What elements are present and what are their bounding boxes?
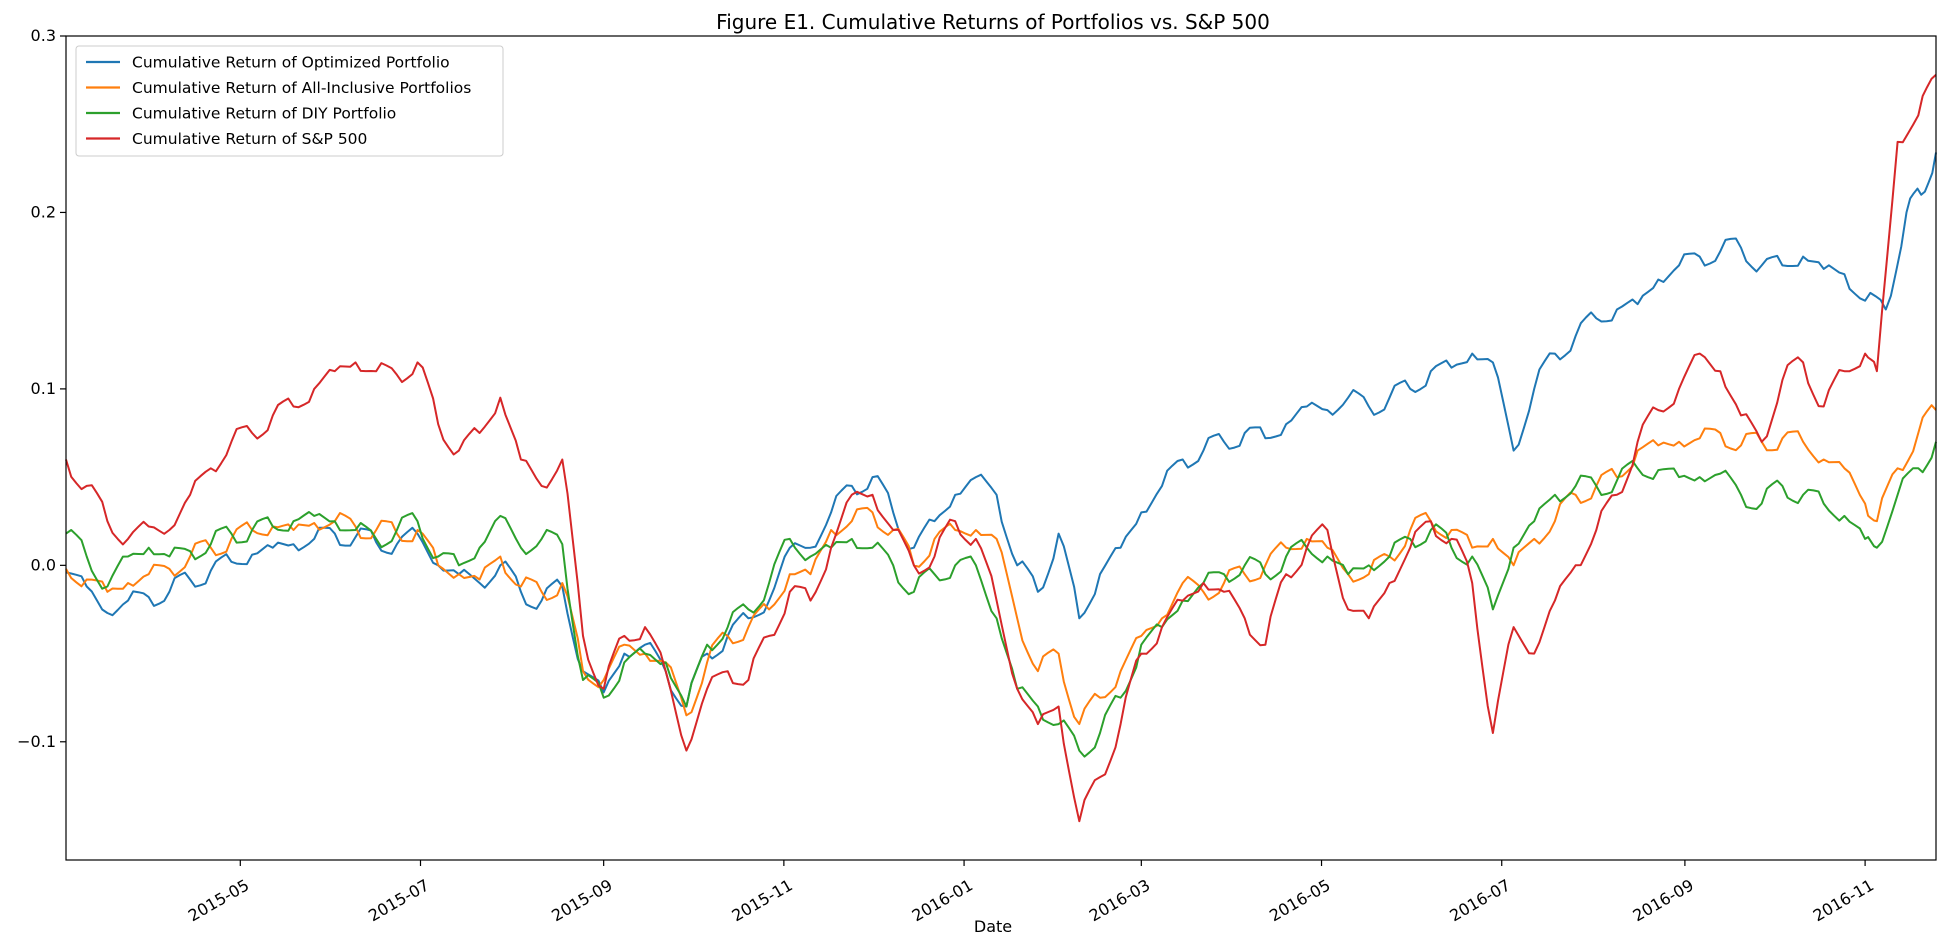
x-axis-label: Date (974, 917, 1012, 936)
legend: Cumulative Return of Optimized Portfolio… (75, 45, 504, 157)
legend-label: Cumulative Return of All-Inclusive Portf… (132, 79, 471, 97)
y-tick-label: 0.1 (31, 379, 56, 398)
chart-title: Figure E1. Cumulative Returns of Portfol… (716, 10, 1270, 34)
series-line-cumulative-return-of-optimized-portfolio (65, 152, 1937, 708)
plot-frame (65, 35, 1937, 861)
series-line-cumulative-return-of-sandp-500 (65, 74, 1937, 823)
series-layer (65, 74, 1937, 823)
legend-box (75, 45, 504, 157)
y-tick-label: 0.0 (31, 555, 56, 574)
y-tick-label: 0.2 (31, 202, 56, 221)
y-tick-label: −0.1 (17, 732, 56, 751)
legend-label: Cumulative Return of Optimized Portfolio (132, 54, 450, 72)
legend-label: Cumulative Return of DIY Portfolio (132, 105, 396, 123)
y-tick-label: 0.3 (31, 26, 56, 45)
y-axis: −0.1 0.0 0.1 0.2 0.3 (17, 26, 66, 751)
legend-label: Cumulative Return of S&P 500 (132, 130, 367, 148)
